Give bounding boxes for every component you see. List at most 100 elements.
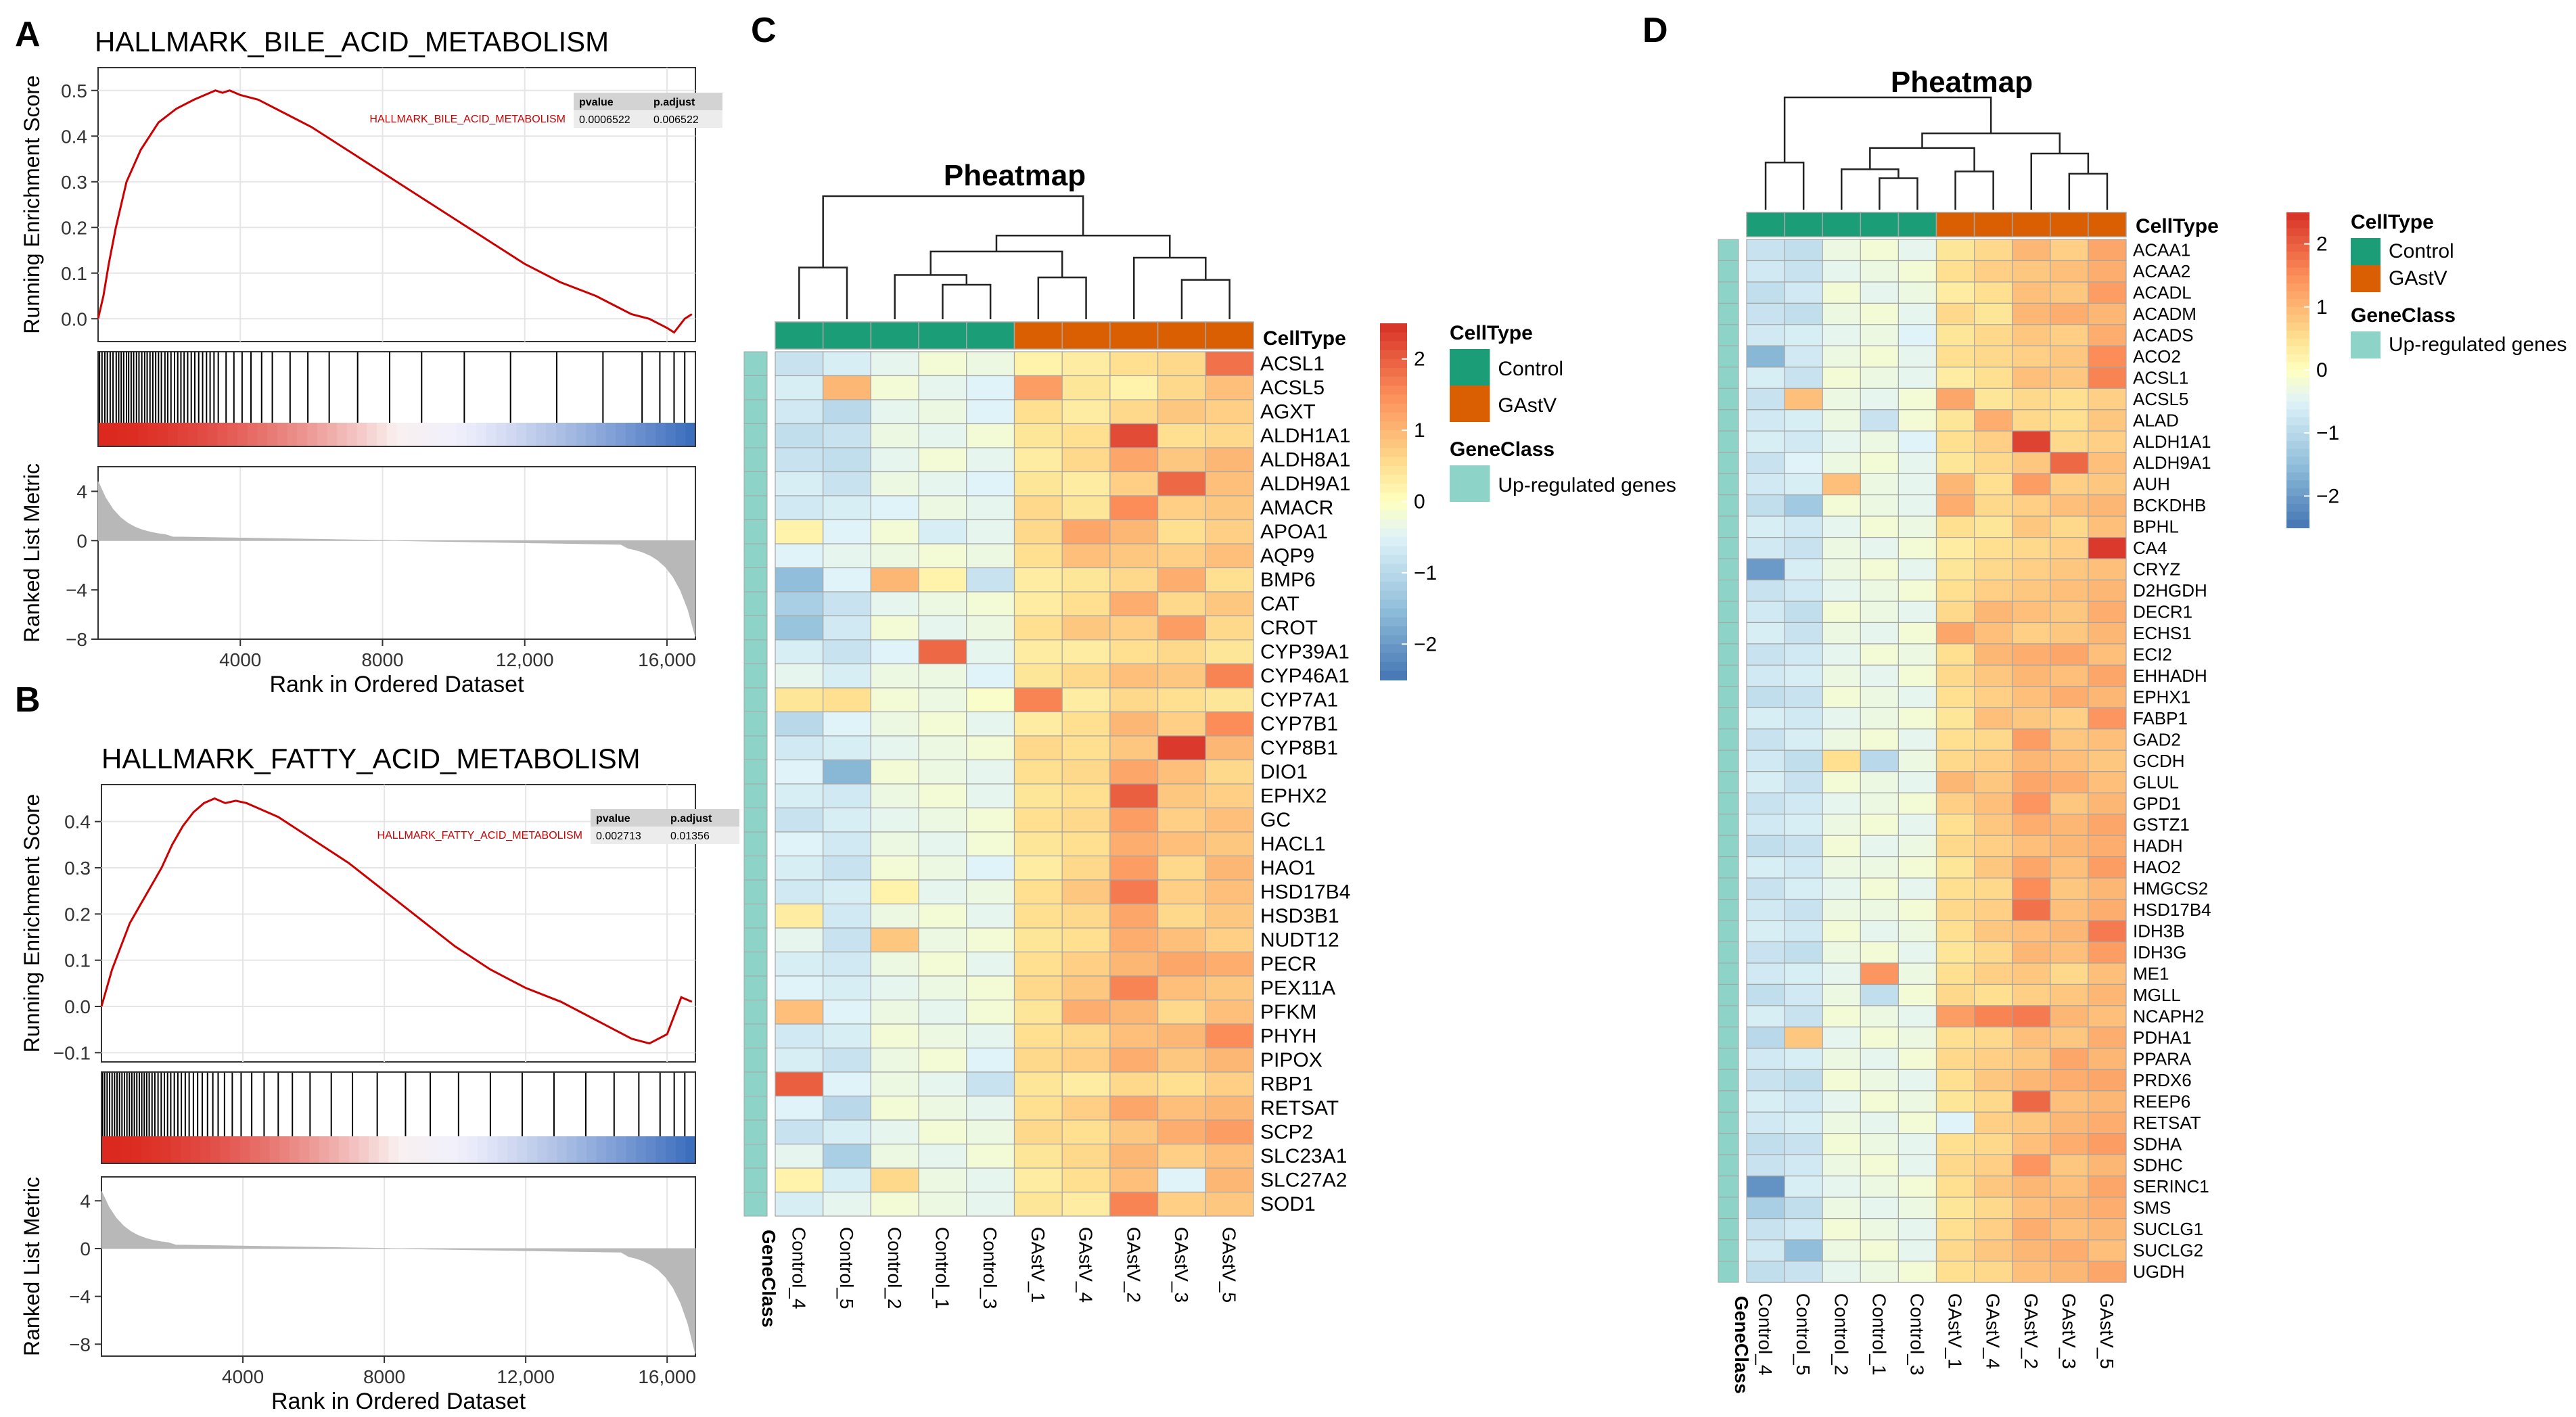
heatmap-row-label: SERINC1	[2133, 1176, 2209, 1197]
geneclass-annotation-cell	[743, 423, 768, 448]
rank-colorbar-segment	[606, 1136, 617, 1163]
heatmap-row-label: ACSL5	[1260, 377, 1325, 399]
heatmap-cell	[2050, 302, 2089, 325]
heatmap-cell	[1061, 855, 1111, 881]
heatmap-row-label: SDHA	[2133, 1134, 2182, 1154]
heatmap-row-label: CYP46A1	[1260, 665, 1350, 687]
rank-colorbar-segment	[487, 1136, 499, 1163]
heatmap-cell	[1898, 558, 1937, 581]
heatmap-cell	[1974, 1260, 2013, 1283]
heatmap-row-label: ACSL1	[2133, 367, 2188, 388]
heatmap-cell	[918, 1119, 967, 1145]
gsea-plot-a: 0.0 0.1 0.2 0.3 0.4 0.5 Running Enrichment Sco…	[20, 67, 722, 697]
stats-table-header-cell	[665, 809, 739, 827]
heatmap-cell	[870, 351, 919, 377]
heatmap-cell	[2050, 643, 2089, 666]
heatmap-cell	[2088, 941, 2127, 964]
heatmap-cell	[1898, 367, 1937, 389]
heatmap-cell	[775, 927, 824, 953]
colorbar-segment	[2286, 252, 2309, 260]
rank-colorbar-segment	[137, 423, 149, 446]
heatmap-column-label: Control_1	[932, 1227, 952, 1309]
heatmap-cell	[2088, 473, 2127, 496]
heatmap-cell	[1784, 1111, 1823, 1134]
heatmap-cell	[918, 351, 967, 377]
heatmap-cell	[1898, 962, 1937, 985]
heatmap-cell	[1013, 615, 1063, 641]
heatmap-cell	[1898, 494, 1937, 517]
heatmap-column-label: GAstV_3	[1171, 1227, 1192, 1303]
heatmap-cell	[966, 759, 1015, 785]
celltype-legend-label: GAstV	[2389, 267, 2447, 289]
heatmap-cell	[2088, 1217, 2127, 1240]
heatmap-cell	[2088, 1069, 2127, 1092]
heatmap-cell	[1157, 879, 1206, 905]
heatmap-cell	[1061, 471, 1111, 496]
heatmap-row-label: CYP7A1	[1260, 689, 1338, 712]
dendrogram-branch	[1180, 279, 1230, 319]
heatmap-cell	[1061, 999, 1111, 1025]
heatmap-cell	[1898, 983, 1937, 1006]
heatmap-cell	[1860, 1239, 1900, 1262]
heatmap-cell	[870, 1167, 919, 1193]
heatmap-cell	[775, 1023, 824, 1049]
heatmap-cell	[1935, 877, 1975, 900]
rank-colorbar-segment	[299, 1136, 310, 1163]
rank-colorbar-segment	[327, 423, 338, 446]
heatmap-cell	[1860, 962, 1900, 985]
heatmap-cell	[823, 879, 871, 905]
heatmap-cell	[1974, 622, 2013, 645]
heatmap-cell	[1746, 1069, 1785, 1092]
geneclass-annotation-cell	[1718, 1069, 1739, 1092]
colorbar-segment	[2286, 496, 2309, 505]
heatmap-cell	[1784, 728, 1823, 751]
heatmap-cell	[823, 591, 871, 617]
x-tick-label: 16,000	[638, 649, 696, 670]
colorbar-segment	[2286, 323, 2309, 331]
geneclass-legend-title: GeneClass	[2351, 304, 2456, 327]
dendrogram-branch	[2030, 152, 2090, 210]
geneclass-annotation-cell	[743, 1119, 768, 1144]
heatmap-cell	[1205, 855, 1254, 881]
colorbar-segment	[1380, 501, 1407, 511]
colorbar-segment	[1380, 332, 1407, 342]
heatmap-cell	[870, 687, 919, 713]
heatmap-cell	[1898, 1260, 1937, 1283]
heatmap-row-label: SDHC	[2133, 1155, 2183, 1176]
rank-colorbar-segment	[279, 1136, 291, 1163]
heatmap-cell	[1935, 1048, 1975, 1070]
heatmap-cell	[1935, 1005, 1975, 1027]
heatmap-cell	[1157, 351, 1206, 377]
geneclass-annotation-cell	[743, 664, 768, 689]
heatmap-cell	[1898, 856, 1937, 879]
celltype-annotation-cell	[1013, 321, 1063, 350]
heatmap-cell	[1898, 260, 1937, 283]
heatmap-cell	[1784, 1048, 1823, 1070]
heatmap-row-label: PECR	[1260, 953, 1316, 975]
heatmap-cell	[775, 879, 824, 905]
heatmap-cell	[2050, 1048, 2089, 1070]
heatmap-cell	[1746, 536, 1785, 559]
heatmap-cell	[1784, 452, 1823, 474]
celltype-legend-swatch	[1450, 386, 1490, 422]
heatmap-cell	[1109, 1047, 1159, 1073]
heatmap-cell	[918, 903, 967, 929]
heatmap-cell	[2088, 856, 2127, 879]
heatmap-cell	[1157, 783, 1206, 809]
heatmap-cell	[1860, 622, 1900, 645]
heatmap-cell	[1898, 1026, 1937, 1049]
colorbar-segment	[2286, 464, 2309, 473]
heatmap-cell	[1746, 707, 1785, 730]
heatmap-cell	[823, 351, 871, 377]
heatmap-row-label: BCKDHB	[2133, 495, 2206, 515]
heatmap-column-label: GAstV_1	[1028, 1227, 1049, 1303]
heatmap-cell	[1974, 430, 2013, 453]
rank-colorbar-segment	[346, 423, 358, 446]
heatmap-cell	[1974, 494, 2013, 517]
heatmap-cell	[775, 711, 824, 737]
heatmap-cell	[1822, 345, 1861, 368]
heatmap-cell	[823, 399, 871, 425]
geneclass-annotation-cell	[1718, 1239, 1739, 1262]
heatmap-cell	[2050, 941, 2089, 964]
heatmap-cell	[1784, 367, 1823, 389]
